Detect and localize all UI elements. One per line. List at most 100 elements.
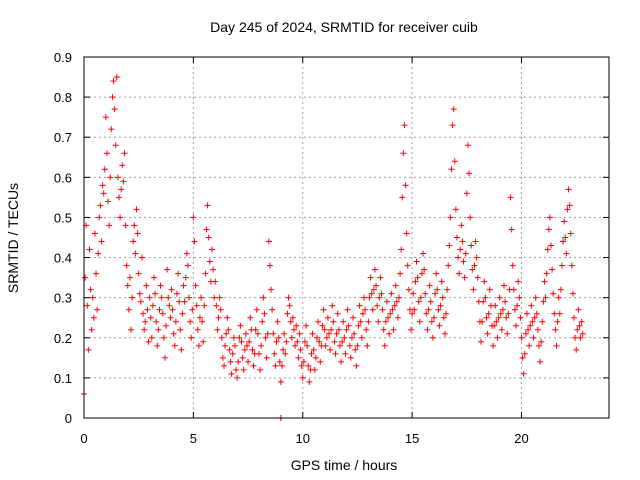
data-point xyxy=(303,322,310,329)
data-point xyxy=(96,214,103,221)
data-point xyxy=(151,274,157,281)
data-point xyxy=(505,310,512,317)
data-point xyxy=(253,306,260,313)
data-point xyxy=(525,326,532,333)
data-point xyxy=(499,306,506,313)
data-point xyxy=(335,326,342,333)
data-point xyxy=(356,302,363,309)
data-point xyxy=(143,282,150,289)
data-point xyxy=(366,294,373,301)
data-point xyxy=(212,278,219,285)
data-point xyxy=(249,346,256,353)
data-point xyxy=(135,270,142,277)
data-point xyxy=(330,318,337,325)
data-point xyxy=(515,278,522,285)
data-point xyxy=(211,294,218,301)
data-point xyxy=(301,338,308,345)
data-point xyxy=(141,326,148,333)
data-point xyxy=(508,226,515,233)
data-point xyxy=(363,326,370,333)
data-point xyxy=(453,234,460,241)
data-point xyxy=(262,334,269,341)
data-point xyxy=(85,346,92,353)
data-point xyxy=(560,238,567,245)
data-point xyxy=(161,354,168,361)
data-point xyxy=(226,346,233,353)
data-point xyxy=(448,166,455,173)
data-point xyxy=(474,274,481,281)
data-point xyxy=(169,306,176,313)
data-point xyxy=(222,342,229,349)
data-point xyxy=(227,358,234,365)
data-point xyxy=(156,306,163,313)
data-point xyxy=(99,182,106,189)
data-point xyxy=(194,326,201,333)
data-point xyxy=(424,326,431,333)
data-point xyxy=(520,370,527,377)
data-point xyxy=(332,350,339,357)
data-point xyxy=(306,378,313,385)
data-point xyxy=(571,314,577,321)
data-point xyxy=(471,262,478,269)
data-point xyxy=(417,294,424,301)
data-point xyxy=(557,286,564,293)
data-point xyxy=(504,330,511,337)
data-point xyxy=(364,342,371,349)
data-point xyxy=(136,290,143,297)
data-point xyxy=(287,318,294,325)
data-point xyxy=(296,330,303,337)
data-point xyxy=(457,246,464,253)
data-point xyxy=(348,334,355,341)
data-point xyxy=(155,326,162,333)
data-point xyxy=(522,330,529,337)
data-point xyxy=(367,274,374,281)
data-point xyxy=(529,318,536,325)
data-point xyxy=(566,202,573,209)
data-point xyxy=(391,302,398,309)
data-point xyxy=(450,106,457,113)
data-point xyxy=(518,334,525,341)
data-point xyxy=(154,342,161,349)
data-point xyxy=(494,334,501,341)
data-point xyxy=(456,270,463,277)
data-point xyxy=(345,322,352,329)
data-point xyxy=(481,278,488,285)
data-point xyxy=(168,286,175,293)
x-tick-label: 5 xyxy=(190,431,197,446)
data-point xyxy=(510,286,517,293)
data-point xyxy=(166,302,173,309)
data-point xyxy=(198,294,205,301)
data-point xyxy=(452,206,459,213)
data-point xyxy=(170,330,177,337)
data-point xyxy=(491,322,498,329)
data-point xyxy=(555,294,562,301)
data-point xyxy=(568,262,575,269)
data-point xyxy=(120,178,127,185)
data-point xyxy=(511,306,518,313)
data-point xyxy=(549,266,556,273)
data-point xyxy=(373,282,380,289)
data-point xyxy=(532,294,539,301)
data-point xyxy=(192,282,199,289)
data-point xyxy=(239,354,246,361)
data-point xyxy=(289,314,296,321)
data-point xyxy=(89,294,96,301)
data-point xyxy=(497,310,504,317)
data-point xyxy=(344,306,351,313)
data-point xyxy=(181,298,188,305)
data-point xyxy=(282,350,289,357)
data-point xyxy=(376,294,383,301)
data-point xyxy=(548,242,555,249)
data-point xyxy=(550,290,557,297)
data-point xyxy=(182,274,189,281)
data-point xyxy=(165,294,172,301)
x-tick-label: 10 xyxy=(296,431,310,446)
data-point xyxy=(268,286,275,293)
data-point xyxy=(243,342,250,349)
data-point xyxy=(98,238,105,245)
data-point xyxy=(241,346,248,353)
data-point xyxy=(157,282,164,289)
data-point xyxy=(534,326,541,333)
plot-frame xyxy=(83,56,610,419)
